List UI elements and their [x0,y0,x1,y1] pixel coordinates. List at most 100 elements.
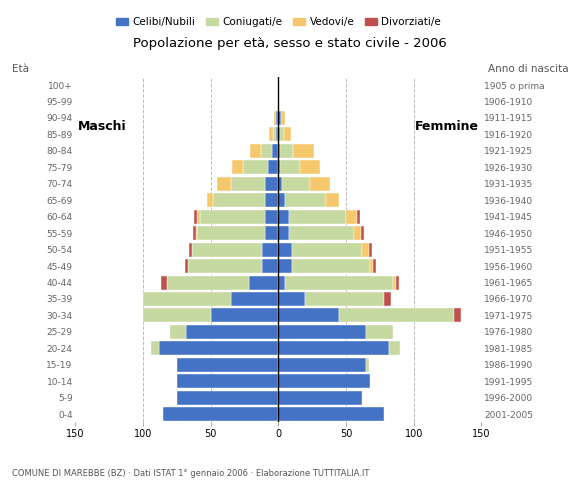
Bar [306,292,384,306]
Bar [300,160,320,174]
Bar [197,210,200,224]
Bar [278,144,280,158]
Bar [278,325,367,339]
Bar [278,111,281,125]
Legend: Celibi/Nubili, Coniugati/e, Vedovi/e, Divorziati/e: Celibi/Nubili, Coniugati/e, Vedovi/e, Di… [111,13,445,31]
Bar [177,391,278,405]
Bar [339,309,454,323]
Bar [285,193,326,207]
Bar [278,210,289,224]
Bar [231,177,265,191]
Bar [262,259,278,273]
Bar [250,144,261,158]
Bar [243,160,267,174]
Bar [278,242,292,257]
Bar [278,276,285,289]
Bar [367,325,393,339]
Bar [282,177,310,191]
Bar [151,341,160,355]
Bar [278,309,339,323]
Bar [278,341,389,355]
Bar [396,276,399,289]
Bar [367,358,369,372]
Bar [196,226,197,240]
Bar [278,358,367,372]
Bar [218,177,231,191]
Bar [177,374,278,388]
Bar [278,292,306,306]
Bar [326,193,339,207]
Bar [188,259,262,273]
Bar [362,242,369,257]
Bar [276,127,278,142]
Bar [280,144,293,158]
Bar [310,177,330,191]
Text: COMUNE DI MAREBBE (BZ) · Dati ISTAT 1° gennaio 2006 · Elaborazione TUTTITALIA.IT: COMUNE DI MAREBBE (BZ) · Dati ISTAT 1° g… [12,468,369,478]
Bar [280,127,284,142]
Bar [357,210,360,224]
Bar [278,259,292,273]
Bar [170,325,186,339]
Bar [384,292,391,306]
Bar [278,193,285,207]
Bar [369,242,372,257]
Bar [293,144,314,158]
Bar [371,259,373,273]
Bar [278,407,384,421]
Bar [161,276,168,289]
Bar [231,292,278,306]
Bar [292,259,371,273]
Text: Età: Età [12,64,28,74]
Bar [271,144,278,158]
Bar [233,160,243,174]
Bar [197,226,265,240]
Bar [278,391,362,405]
Bar [289,210,346,224]
Bar [273,127,276,142]
Bar [186,325,278,339]
Bar [189,242,192,257]
Bar [278,127,280,142]
Bar [168,276,249,289]
Bar [393,276,396,289]
Bar [265,177,278,191]
Bar [177,358,278,372]
Bar [261,144,271,158]
Bar [276,111,278,125]
Bar [249,276,278,289]
Bar [265,193,278,207]
Bar [285,276,393,289]
Bar [454,309,461,323]
Bar [262,242,278,257]
Text: Popolazione per età, sesso e stato civile - 2006: Popolazione per età, sesso e stato civil… [133,37,447,50]
Bar [278,226,289,240]
Bar [267,160,278,174]
Bar [274,111,276,125]
Bar [389,341,400,355]
Bar [292,242,362,257]
Bar [289,226,354,240]
Bar [206,193,213,207]
Bar [269,127,273,142]
Bar [193,226,196,240]
Bar [278,374,371,388]
Bar [164,407,278,421]
Bar [200,210,265,224]
Text: Anno di nascita: Anno di nascita [488,64,568,74]
Bar [265,210,278,224]
Bar [160,341,278,355]
Bar [281,111,285,125]
Bar [354,226,361,240]
Bar [280,160,300,174]
Bar [194,210,197,224]
Bar [284,127,291,142]
Text: Femmine: Femmine [415,120,478,132]
Bar [185,259,188,273]
Bar [213,193,265,207]
Bar [143,292,231,306]
Bar [192,242,262,257]
Bar [361,226,364,240]
Bar [211,309,278,323]
Bar [278,177,282,191]
Text: Maschi: Maschi [78,120,127,132]
